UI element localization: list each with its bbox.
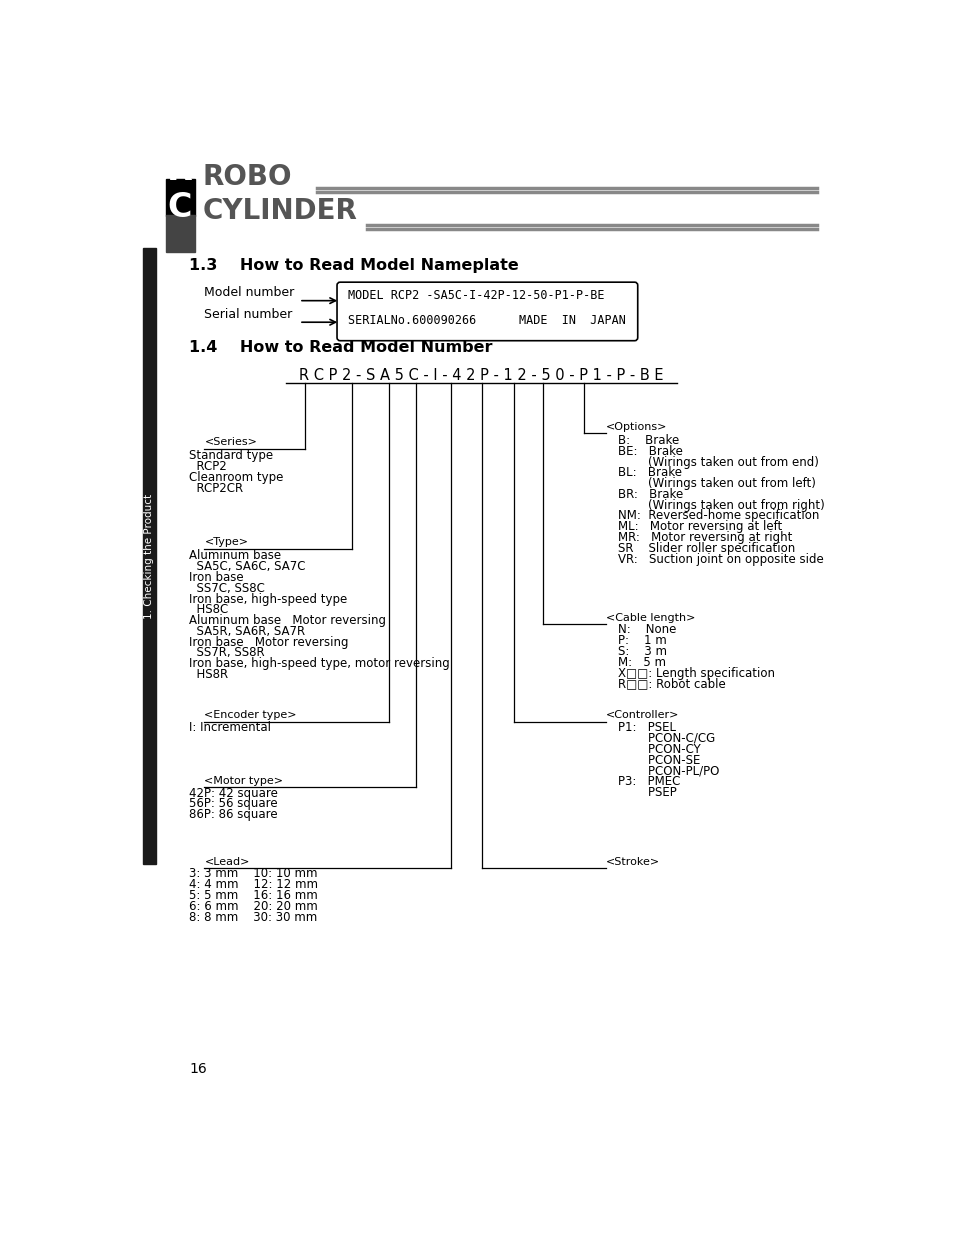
Text: BE:   Brake: BE: Brake — [618, 445, 682, 458]
Text: <Encoder type>: <Encoder type> — [204, 710, 296, 720]
Text: R□□: Robot cable: R□□: Robot cable — [618, 677, 725, 690]
Text: Standard type: Standard type — [189, 450, 273, 462]
Text: Aluminum base: Aluminum base — [189, 550, 281, 562]
Text: PCON-PL/PO: PCON-PL/PO — [618, 764, 719, 777]
Text: 4: 4 mm    12: 12 mm: 4: 4 mm 12: 12 mm — [189, 878, 317, 892]
Text: Iron base   Motor reversing: Iron base Motor reversing — [189, 636, 348, 648]
Text: 8: 8 mm    30: 30 mm: 8: 8 mm 30: 30 mm — [189, 910, 317, 924]
Text: BR:   Brake: BR: Brake — [618, 488, 683, 501]
Text: 56P: 56 square: 56P: 56 square — [189, 798, 277, 810]
Text: <Motor type>: <Motor type> — [204, 776, 283, 785]
Text: VR:   Suction joint on opposite side: VR: Suction joint on opposite side — [618, 552, 823, 566]
Text: P1:   PSEL: P1: PSEL — [618, 721, 676, 734]
Text: B:    Brake: B: Brake — [618, 433, 679, 447]
Text: <Type>: <Type> — [204, 537, 248, 547]
Text: BL:   Brake: BL: Brake — [618, 467, 681, 479]
Text: MR:   Motor reversing at right: MR: Motor reversing at right — [618, 531, 792, 543]
Text: X□□: Length specification: X□□: Length specification — [618, 667, 775, 679]
Text: SS7C, SS8C: SS7C, SS8C — [189, 582, 265, 595]
Text: 86P: 86 square: 86P: 86 square — [189, 808, 277, 821]
Text: M:   5 m: M: 5 m — [618, 656, 665, 668]
Text: Serial number: Serial number — [204, 308, 293, 321]
Text: RCP2CR: RCP2CR — [189, 482, 243, 495]
Text: 6: 6 mm    20: 20 mm: 6: 6 mm 20: 20 mm — [189, 900, 317, 913]
Text: P3:   PMEC: P3: PMEC — [618, 776, 680, 788]
Text: RCP2: RCP2 — [189, 461, 227, 473]
Text: R C P 2 - S A 5 C - I - 4 2 P - 1 2 - 5 0 - P 1 - P - B E: R C P 2 - S A 5 C - I - 4 2 P - 1 2 - 5 … — [299, 368, 663, 383]
Text: CYLINDER: CYLINDER — [203, 198, 357, 225]
Text: ML:   Motor reversing at left: ML: Motor reversing at left — [618, 520, 781, 534]
Text: SS7R, SS8R: SS7R, SS8R — [189, 646, 264, 659]
Text: 5: 5 mm    16: 16 mm: 5: 5 mm 16: 16 mm — [189, 889, 317, 902]
Text: Iron base, high-speed type: Iron base, high-speed type — [189, 593, 347, 605]
Text: 1.4    How to Read Model Number: 1.4 How to Read Model Number — [189, 340, 492, 354]
Text: P:    1 m: P: 1 m — [618, 634, 666, 647]
Text: <Series>: <Series> — [204, 437, 257, 447]
Bar — [143, 248, 155, 864]
Text: <Controller>: <Controller> — [605, 710, 679, 720]
Text: (Wirings taken out from right): (Wirings taken out from right) — [618, 499, 824, 511]
Text: PSEP: PSEP — [618, 785, 677, 799]
Text: <Stroke>: <Stroke> — [605, 857, 659, 867]
Bar — [166, 215, 195, 252]
Text: I: Incremental: I: Incremental — [189, 721, 271, 734]
Bar — [166, 179, 195, 216]
Text: C: C — [167, 190, 192, 224]
Text: 1. Checking the Product: 1. Checking the Product — [144, 494, 154, 619]
Text: PCON-CY: PCON-CY — [618, 742, 700, 756]
Text: PCON-SE: PCON-SE — [618, 753, 700, 767]
Text: Model number: Model number — [204, 287, 294, 299]
Text: 42P: 42 square: 42P: 42 square — [189, 787, 277, 799]
Text: <Options>: <Options> — [605, 421, 667, 431]
Text: NM:  Reversed-home specification: NM: Reversed-home specification — [618, 509, 819, 522]
Text: N:    None: N: None — [618, 624, 676, 636]
Text: PCON-C/CG: PCON-C/CG — [618, 732, 715, 745]
Text: MODEL RCP2 -SA5C-I-42P-12-50-P1-P-BE: MODEL RCP2 -SA5C-I-42P-12-50-P1-P-BE — [348, 289, 604, 303]
Text: S:    3 m: S: 3 m — [618, 645, 667, 658]
Text: Iron base: Iron base — [189, 571, 243, 584]
Text: SA5R, SA6R, SA7R: SA5R, SA6R, SA7R — [189, 625, 305, 638]
Text: (Wirings taken out from left): (Wirings taken out from left) — [618, 477, 816, 490]
Text: Iron base, high-speed type, motor reversing: Iron base, high-speed type, motor revers… — [189, 657, 449, 671]
Text: Cleanroom type: Cleanroom type — [189, 471, 283, 484]
Text: 3: 3 mm    10: 10 mm: 3: 3 mm 10: 10 mm — [189, 867, 317, 881]
Text: <Lead>: <Lead> — [204, 857, 250, 867]
Text: R: R — [167, 153, 193, 186]
FancyBboxPatch shape — [336, 282, 637, 341]
Text: 1.3    How to Read Model Nameplate: 1.3 How to Read Model Nameplate — [189, 258, 518, 273]
Text: <Cable length>: <Cable length> — [605, 613, 695, 622]
Text: Aluminum base   Motor reversing: Aluminum base Motor reversing — [189, 614, 386, 627]
Text: SR    Slider roller specification: SR Slider roller specification — [618, 542, 795, 555]
Text: HS8R: HS8R — [189, 668, 228, 680]
Text: HS8C: HS8C — [189, 604, 228, 616]
Text: (Wirings taken out from end): (Wirings taken out from end) — [618, 456, 819, 468]
Text: SERIALNo.600090266      MADE  IN  JAPAN: SERIALNo.600090266 MADE IN JAPAN — [348, 314, 625, 327]
Text: ROBO: ROBO — [203, 163, 293, 190]
Text: SA5C, SA6C, SA7C: SA5C, SA6C, SA7C — [189, 561, 305, 573]
Text: 16: 16 — [189, 1062, 207, 1076]
